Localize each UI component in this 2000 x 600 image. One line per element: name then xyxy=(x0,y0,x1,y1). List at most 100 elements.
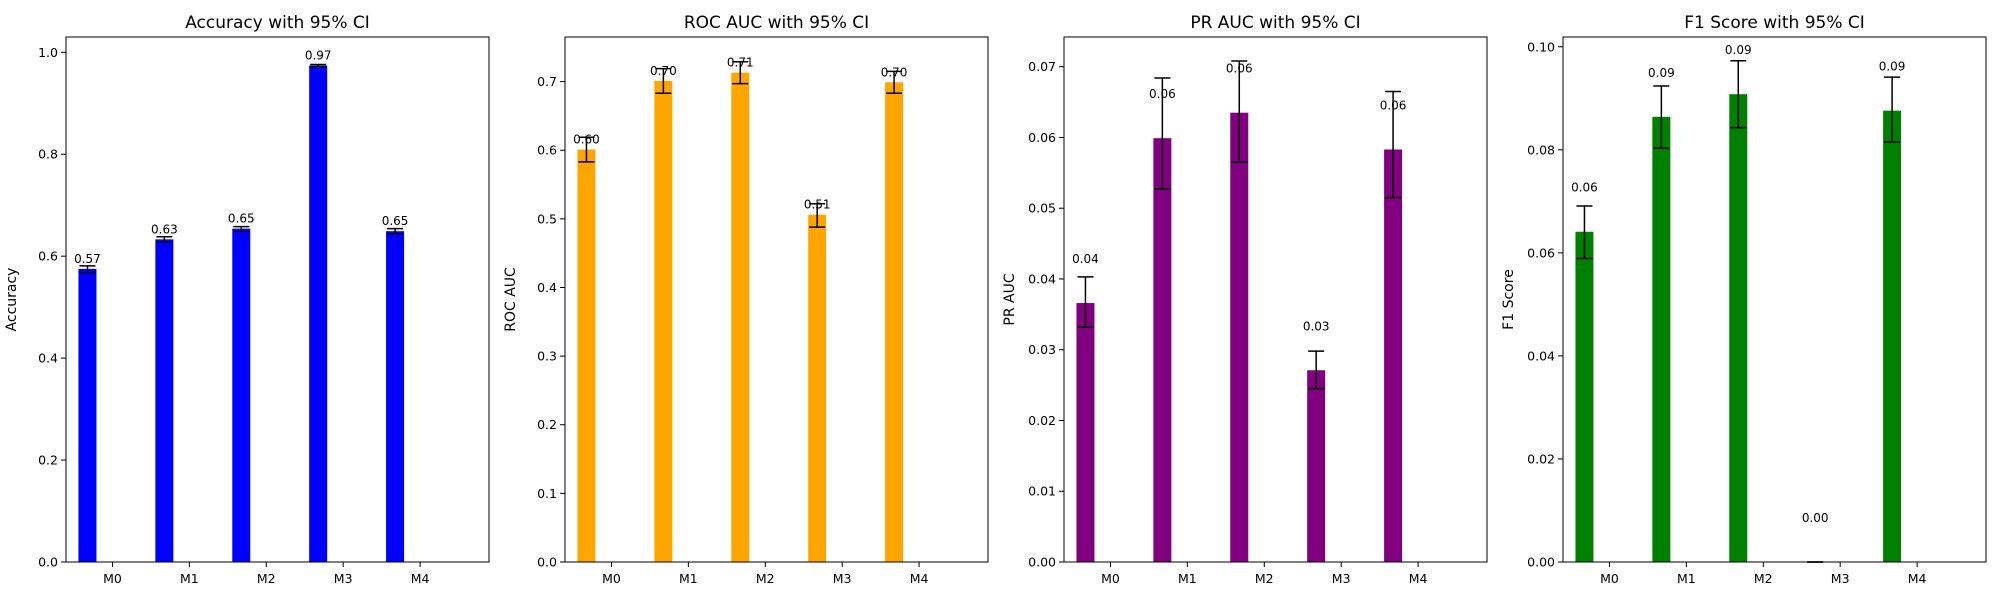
y-tick-label: 0.4 xyxy=(537,280,557,295)
y-tick-label: 0.06 xyxy=(1028,130,1056,145)
y-tick-label: 0.6 xyxy=(38,249,58,264)
data-label: 0.97 xyxy=(305,49,332,63)
y-tick-label: 0.6 xyxy=(537,143,557,158)
axes-frame xyxy=(1562,36,1987,563)
data-label: 0.71 xyxy=(727,56,754,70)
x-tick-label: M1 xyxy=(1677,571,1696,586)
panel-title: ROC AUC with 95% CI xyxy=(684,13,869,33)
x-tick-label: M3 xyxy=(334,571,353,586)
x-tick-label: M2 xyxy=(1255,571,1274,586)
bar xyxy=(155,239,174,562)
bar xyxy=(1652,116,1671,563)
x-tick-label: M0 xyxy=(1600,571,1619,586)
y-tick-label: 0.07 xyxy=(1028,59,1056,74)
y-tick-label: 0.00 xyxy=(1028,555,1056,570)
panel-title: Accuracy with 95% CI xyxy=(185,13,370,33)
axes-frame xyxy=(1063,36,1488,563)
x-tick-label: M1 xyxy=(679,571,698,586)
data-label: 0.04 xyxy=(1072,252,1099,266)
bar xyxy=(309,65,328,562)
bar xyxy=(1153,138,1172,562)
bar xyxy=(1307,370,1326,562)
y-tick-label: 0.1 xyxy=(537,486,557,501)
data-label: 0.09 xyxy=(1725,43,1752,57)
data-label: 0.60 xyxy=(573,133,600,147)
bar xyxy=(1384,149,1403,562)
y-axis-label: ROC AUC xyxy=(503,267,519,332)
data-label: 0.06 xyxy=(1380,99,1407,113)
bar xyxy=(1729,94,1748,563)
y-tick-label: 0.04 xyxy=(1527,348,1555,363)
data-label: 0.70 xyxy=(881,65,908,79)
y-tick-label: 1.0 xyxy=(38,45,58,60)
panel-f1-score: F1 Score with 95% CI F1 Score 0.06 0.09 0.… xyxy=(1501,13,1987,586)
y-tick-label: 0.0 xyxy=(537,555,557,570)
data-label: 0.09 xyxy=(1648,66,1675,80)
data-label: 0.06 xyxy=(1226,62,1253,76)
data-label: 0.57 xyxy=(74,252,101,266)
data-label: 0.06 xyxy=(1149,87,1176,101)
data-label: 0.03 xyxy=(1303,319,1330,333)
y-tick-label: 0.10 xyxy=(1527,39,1555,54)
x-tick-label: M4 xyxy=(1409,571,1428,586)
data-label: 0.65 xyxy=(382,214,409,228)
y-tick-label: 0.8 xyxy=(38,147,58,162)
y-axis-label: Accuracy xyxy=(4,268,20,332)
bar xyxy=(654,80,673,562)
y-tick-label: 0.3 xyxy=(537,349,557,364)
y-tick-label: 0.01 xyxy=(1028,484,1056,499)
data-label: 0.09 xyxy=(1879,60,1906,74)
axes-frame xyxy=(65,36,490,563)
y-axis-label: PR AUC xyxy=(1002,273,1018,325)
y-tick-label: 0.4 xyxy=(38,351,58,366)
y-tick-label: 0.08 xyxy=(1527,142,1555,157)
panel-title: F1 Score with 95% CI xyxy=(1684,13,1865,33)
y-tick-label: 0.2 xyxy=(537,417,557,432)
bar xyxy=(808,214,827,562)
data-label: 0.63 xyxy=(151,222,178,236)
bar xyxy=(78,268,97,562)
x-tick-label: M4 xyxy=(910,571,929,586)
data-label: 0.06 xyxy=(1571,181,1598,195)
x-tick-label: M4 xyxy=(1908,571,1927,586)
y-tick-label: 0.0 xyxy=(38,555,58,570)
bar xyxy=(1076,303,1095,562)
data-label: 0.65 xyxy=(228,212,255,226)
bar xyxy=(731,72,750,562)
x-tick-label: M3 xyxy=(833,571,852,586)
y-tick-label: 0.5 xyxy=(537,211,557,226)
panel-title: PR AUC with 95% CI xyxy=(1190,13,1360,33)
y-axis-label: F1 Score xyxy=(1501,269,1517,330)
data-label: 0.00 xyxy=(1802,511,1829,525)
x-tick-label: M0 xyxy=(1101,571,1120,586)
x-tick-label: M2 xyxy=(257,571,276,586)
y-tick-label: 0.02 xyxy=(1028,413,1056,428)
y-tick-label: 0.03 xyxy=(1028,342,1056,357)
y-tick-label: 0.2 xyxy=(38,453,58,468)
bar xyxy=(232,228,251,562)
panel-accuracy: Accuracy with 95% CI Accuracy 0.57 0.63 0.… xyxy=(4,13,490,586)
x-tick-label: M2 xyxy=(756,571,775,586)
x-tick-label: M1 xyxy=(180,571,199,586)
bar xyxy=(1230,112,1249,562)
panel-roc-auc: ROC AUC with 95% CI ROC AUC 0.60 0.70 0.71… xyxy=(503,13,989,586)
x-tick-label: M0 xyxy=(602,571,621,586)
bar xyxy=(885,82,904,562)
y-tick-label: 0.7 xyxy=(537,74,557,89)
x-tick-label: M2 xyxy=(1754,571,1773,586)
panel-pr-auc: PR AUC with 95% CI PR AUC 0.04 0.06 0.06 0.… xyxy=(1002,13,1488,586)
x-tick-label: M1 xyxy=(1178,571,1197,586)
bar xyxy=(577,149,596,563)
x-tick-label: M0 xyxy=(103,571,122,586)
y-tick-label: 0.02 xyxy=(1527,451,1555,466)
x-tick-label: M3 xyxy=(1332,571,1351,586)
x-tick-label: M3 xyxy=(1831,571,1850,586)
y-tick-label: 0.06 xyxy=(1527,245,1555,260)
data-label: 0.51 xyxy=(804,198,831,212)
bar xyxy=(1575,231,1594,562)
bar xyxy=(1883,110,1902,562)
data-label: 0.70 xyxy=(650,64,677,78)
bar xyxy=(386,231,405,562)
y-tick-label: 0.04 xyxy=(1028,271,1056,286)
